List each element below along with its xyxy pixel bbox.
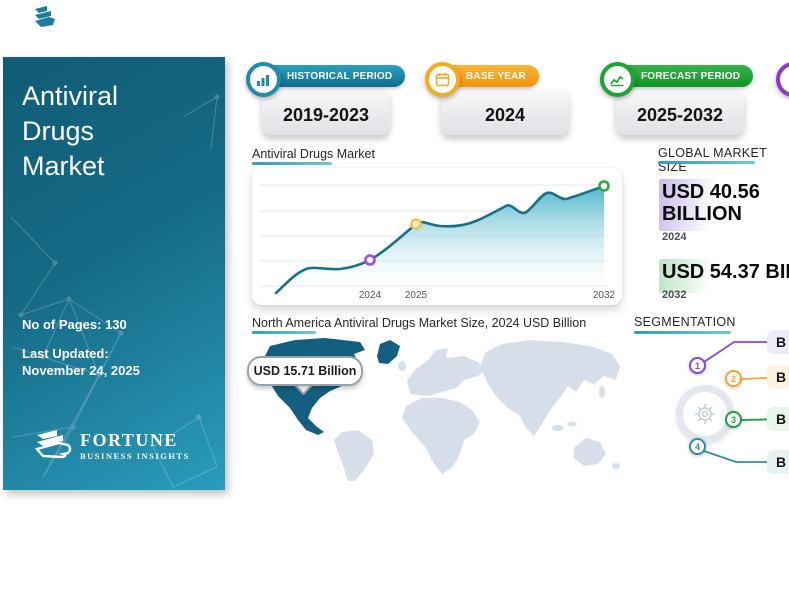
last-updated: Last Updated: November 24, 2025 [22, 345, 140, 379]
logo-tagline: BUSINESS INSIGHTS [80, 450, 190, 461]
badge-label: HISTORICAL PERIOD [263, 65, 406, 87]
map-title-underline [252, 331, 316, 334]
line-chart-icon [600, 62, 635, 97]
segmentation-underline [634, 331, 731, 334]
x-tick-2032: 2032 [592, 290, 616, 301]
badge-value: 2025-2032 [636, 105, 724, 125]
area-chart [260, 180, 610, 297]
badge-forecast-period: FORECAST PERIOD 2025-2032 [600, 62, 754, 137]
global-market-size-underline [658, 161, 755, 164]
marker-2032 [598, 180, 610, 192]
market-size-value: USD 40.56 BILLION [662, 181, 760, 225]
last-updated-label: Last Updated: [22, 346, 109, 361]
segment-number-4: 4 [689, 438, 706, 455]
map-callout: USD 15.71 Billion [247, 356, 363, 386]
segmentation-heading: SEGMENTATION [634, 315, 736, 329]
badge-label: BASE YEAR [442, 65, 539, 87]
badge-historical-period: HISTORICAL PERIOD 2019-2023 [246, 62, 406, 137]
badge-value: 2019-2023 [282, 105, 370, 125]
x-tick-2025: 2025 [404, 290, 428, 301]
badge-value-card: 2024 [441, 89, 569, 135]
network-pattern-icon [10, 94, 220, 488]
calendar-icon [425, 62, 460, 97]
partial-badge-circle-icon [776, 62, 789, 97]
badge-label: FORECAST PERIOD [617, 65, 754, 87]
badge-base-year: BASE YEAR 2024 [425, 62, 575, 137]
segmentation-hub [676, 385, 734, 443]
global-market-size-heading: GLOBAL MARKET SIZE [658, 146, 767, 174]
sidebar: Antiviral Drugs Market No of Pages: 130 … [3, 57, 225, 490]
report-title: Antiviral Drugs Market [22, 81, 119, 181]
chart-title: Antiviral Drugs Market [252, 147, 375, 161]
segment-label-3: B [767, 407, 789, 431]
badge-value: 2024 [484, 105, 526, 125]
logo-name: FORTUNE [80, 429, 178, 450]
x-tick-2024: 2024 [358, 290, 382, 301]
market-size-2032: USD 54.37 BILLION 2032 [659, 259, 789, 301]
segment-label-2: B [767, 365, 789, 389]
tint-block [659, 259, 717, 293]
badge-value-card: 2019-2023 [262, 89, 390, 135]
fortune-mark-icon [33, 5, 57, 34]
fortune-logo-icon [34, 427, 73, 464]
badge-value-card: 2025-2032 [616, 89, 744, 135]
bar-chart-icon [246, 62, 281, 97]
virus-icon [695, 404, 715, 424]
last-updated-date: November 24, 2025 [22, 363, 140, 378]
segment-label-1: B [767, 330, 789, 354]
segment-label-4: B [767, 450, 789, 474]
market-size-year: 2024 [662, 231, 687, 243]
segment-number-3: 3 [725, 411, 742, 428]
market-size-value: USD 54.37 BILLION [662, 261, 789, 283]
market-size-year: 2032 [662, 289, 687, 301]
badge-partial [776, 62, 789, 137]
marker-2025 [410, 218, 422, 230]
tint-block [659, 179, 717, 231]
north-america-region [262, 338, 400, 435]
market-size-2024: USD 40.56 BILLION 2024 [659, 179, 789, 243]
map-title: North America Antiviral Drugs Market Siz… [252, 316, 587, 330]
fortune-logo: FORTUNE BUSINESS INSIGHTS [34, 427, 190, 464]
segment-number-2: 2 [725, 370, 742, 387]
segment-number-1: 1 [689, 357, 706, 374]
chart-title-underline [252, 162, 332, 165]
marker-2024 [364, 254, 376, 266]
pages-count: No of Pages: 130 [22, 317, 127, 332]
market-growth-chart: 2024 2025 2032 [252, 168, 622, 305]
